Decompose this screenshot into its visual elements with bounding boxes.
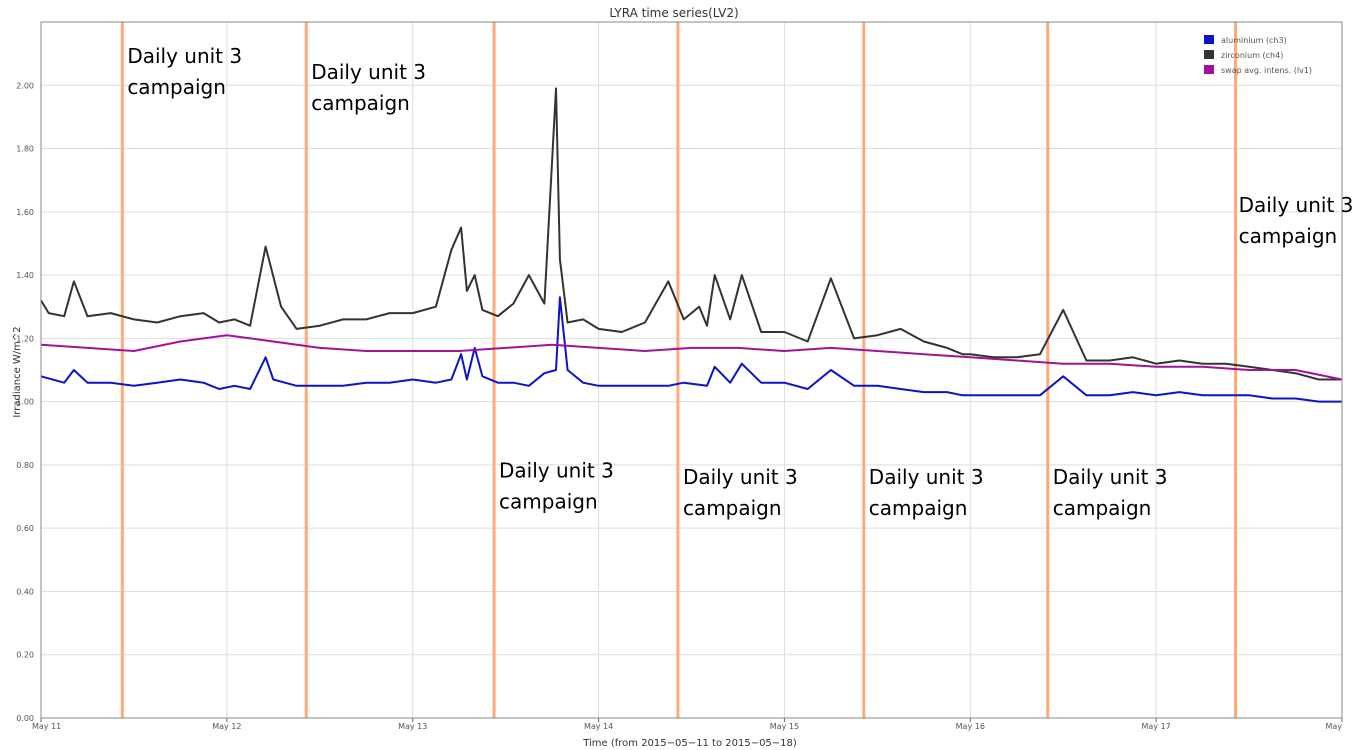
grid — [40, 22, 1343, 719]
y-tick-label: 0.80 — [16, 461, 34, 470]
legend-label: aluminium (ch3) — [1221, 36, 1287, 45]
annotation-text: campaign — [311, 91, 410, 115]
annotation-text: Daily unit 3 — [127, 44, 242, 68]
y-tick-label: 0.40 — [16, 587, 34, 596]
x-tick-label: May 13 — [398, 722, 427, 731]
y-axis-label: Irradiance W/m^2 — [12, 326, 23, 417]
axes: 0.00 0.20 0.40 0.60 0.80 1.00 1.20 1.40 1.60 1.80… — [16, 21, 1343, 731]
series-line-3 — [40, 334, 1343, 381]
y-tick-label: 0.20 — [16, 651, 34, 660]
legend-label: swap avg. intens. (lv1) — [1221, 66, 1312, 75]
campaign-markers — [120, 22, 1238, 718]
annotation-text: Daily unit 3 — [1239, 193, 1354, 217]
x-tick-label: May 15 — [770, 722, 799, 731]
annotation-text: Daily unit 3 — [1053, 465, 1168, 489]
annotation-text: campaign — [683, 496, 782, 520]
annotation-text: campaign — [499, 490, 598, 514]
y-tick-label: 0.00 — [16, 714, 34, 723]
y-tick-label: 1.60 — [16, 208, 34, 217]
y-tick-label: 1.80 — [16, 145, 34, 154]
annotation-text: campaign — [1053, 496, 1152, 520]
y-tick-label: 2.00 — [16, 81, 34, 90]
x-tick-label: May 16 — [956, 722, 985, 731]
y-tick-label: 1.00 — [16, 398, 34, 407]
y-tick-label: 1.20 — [16, 334, 34, 343]
legend-swatch — [1204, 35, 1214, 44]
series-line-2 — [40, 87, 1342, 381]
legend-swatch — [1204, 65, 1214, 74]
x-tick-label: May — [1325, 722, 1342, 731]
annotation-text: Daily unit 3 — [869, 465, 984, 489]
legend-label: zirconium (ch4) — [1221, 51, 1283, 60]
x-axis-label: Time (from 2015−05−11 to 2015−05−18) — [582, 738, 797, 749]
series-line-1 — [40, 296, 1342, 403]
chart-title: LYRA time series(LV2) — [609, 6, 738, 20]
annotation-text: Daily unit 3 — [499, 459, 614, 483]
x-tick-label: May 12 — [212, 722, 241, 731]
annotation-text: campaign — [869, 496, 968, 520]
annotation-text: campaign — [127, 75, 226, 99]
legend: aluminium (ch3) zirconium (ch4) swap avg. … — [1204, 35, 1312, 75]
x-tick-label: May 14 — [584, 722, 613, 731]
x-tick-label: May 11 — [32, 722, 61, 731]
annotation-text: Daily unit 3 — [311, 60, 426, 84]
annotation-text: campaign — [1239, 224, 1338, 248]
annotation-text: Daily unit 3 — [683, 465, 798, 489]
x-tick-label: May 17 — [1142, 722, 1171, 731]
plot-frame — [40, 21, 1343, 719]
legend-swatch — [1204, 50, 1214, 59]
y-tick-label: 0.60 — [16, 524, 34, 533]
series-lines — [40, 87, 1343, 403]
annotations: Daily unit 3 campaign Daily unit 3 campaign… — [127, 44, 1353, 520]
y-tick-label: 1.40 — [16, 271, 34, 280]
